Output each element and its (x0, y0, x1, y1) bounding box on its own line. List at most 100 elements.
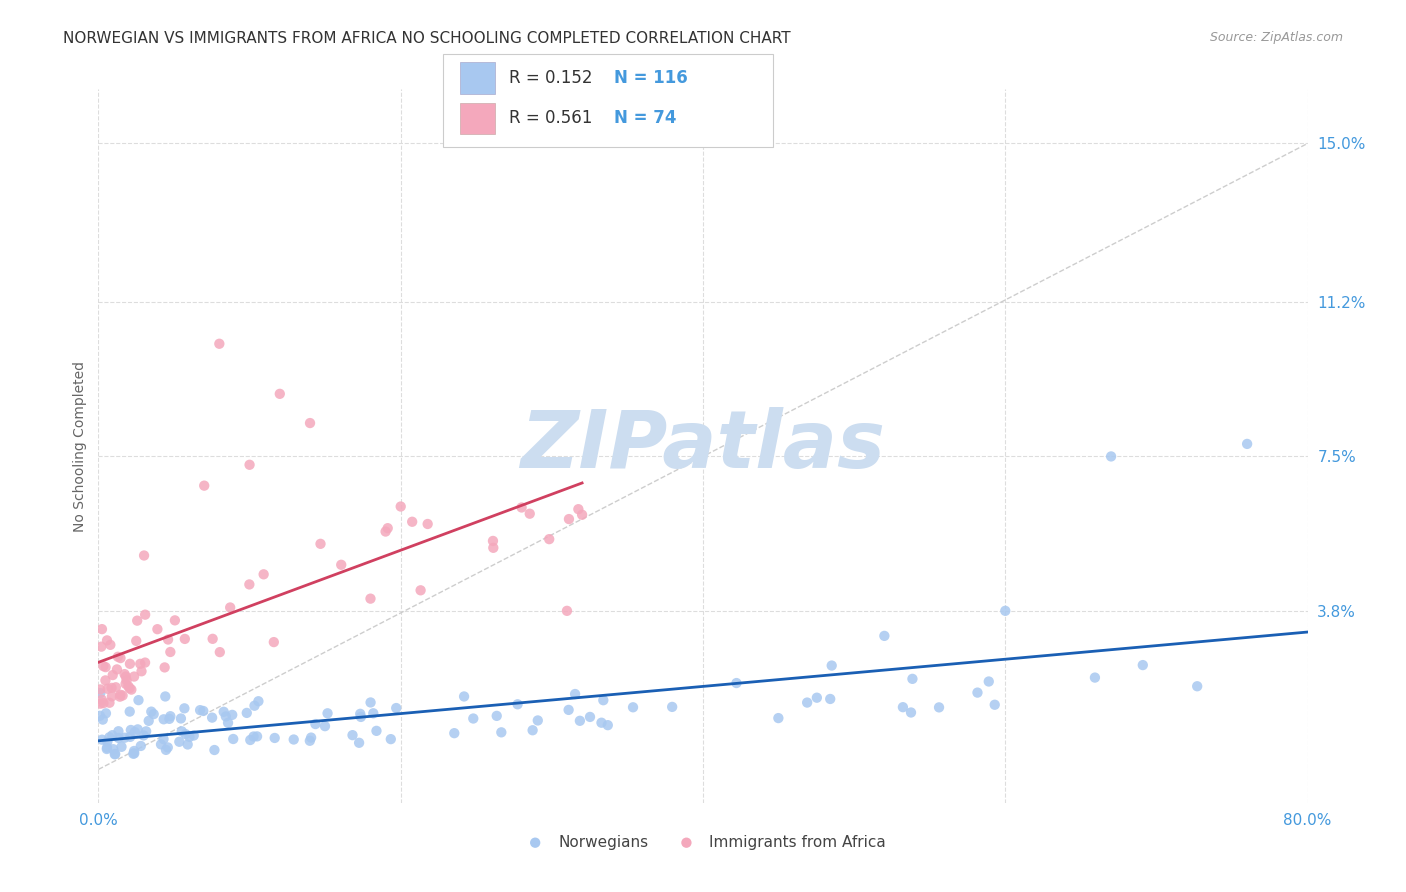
Point (222, 731, 245, 746)
Point (150, 738, 173, 752)
Point (173, 701, 195, 715)
Point (153, 660, 176, 674)
Point (89, 708, 111, 723)
Point (1084, 671, 1107, 685)
Point (994, 604, 1017, 618)
Point (243, 698, 266, 713)
Point (120, 730, 142, 744)
Point (193, 478, 215, 492)
Point (104, 747, 127, 761)
Point (526, 714, 548, 728)
Point (114, 669, 136, 683)
Point (966, 685, 988, 699)
Point (96, 735, 118, 749)
Point (170, 724, 193, 739)
Text: NORWEGIAN VS IMMIGRANTS FROM AFRICA NO SCHOOLING COMPLETED CORRELATION CHART: NORWEGIAN VS IMMIGRANTS FROM AFRICA NO S… (63, 31, 792, 46)
Point (522, 723, 544, 738)
Point (661, 699, 683, 714)
Point (366, 723, 388, 738)
Point (101, 690, 124, 704)
Text: R = 0.561: R = 0.561 (509, 109, 609, 128)
Point (131, 665, 153, 679)
Point (208, 336, 231, 351)
Point (1236, 437, 1258, 451)
Point (111, 689, 134, 703)
Point (117, 679, 139, 693)
Point (157, 632, 180, 647)
Point (152, 712, 174, 726)
Point (238, 577, 260, 591)
Point (360, 591, 382, 606)
Point (510, 500, 533, 515)
Point (127, 723, 149, 737)
Point (977, 674, 1000, 689)
Point (491, 725, 513, 739)
Point (132, 728, 155, 742)
Point (443, 726, 465, 740)
Point (122, 744, 145, 758)
Point (901, 672, 924, 686)
Point (110, 688, 132, 702)
Point (564, 687, 586, 701)
Point (193, 704, 215, 718)
Point (342, 728, 364, 742)
Point (129, 739, 152, 753)
Point (115, 673, 138, 688)
Point (122, 669, 145, 683)
Point (105, 662, 128, 676)
Point (928, 700, 950, 714)
Point (128, 693, 150, 707)
Point (120, 723, 142, 737)
Point (100, 681, 122, 695)
Point (485, 709, 508, 723)
Point (347, 736, 370, 750)
Point (409, 583, 432, 598)
Point (110, 651, 132, 665)
Y-axis label: No Schooling Completed: No Schooling Completed (73, 360, 87, 532)
Point (176, 738, 198, 752)
Point (152, 732, 174, 747)
Point (239, 458, 262, 472)
Point (96, 633, 118, 648)
Point (204, 743, 226, 757)
Point (298, 733, 321, 747)
Point (363, 706, 385, 721)
Point (621, 700, 644, 714)
Point (283, 732, 305, 747)
Point (96, 742, 118, 756)
Point (567, 502, 589, 516)
Point (242, 730, 264, 744)
Point (217, 715, 239, 730)
Point (538, 532, 561, 546)
Point (796, 696, 818, 710)
Point (592, 693, 614, 707)
Point (93, 696, 115, 710)
Point (104, 680, 127, 694)
Point (91, 622, 114, 636)
Point (1185, 679, 1208, 693)
Point (91, 713, 114, 727)
Point (350, 710, 373, 724)
Point (98, 638, 121, 652)
Point (891, 700, 914, 714)
Point (330, 558, 353, 572)
Point (360, 696, 382, 710)
Point (90, 692, 112, 706)
Point (159, 645, 181, 659)
Point (385, 701, 408, 715)
Point (380, 732, 402, 747)
Text: R = 0.152: R = 0.152 (509, 69, 609, 87)
Point (416, 516, 439, 531)
Point (188, 703, 211, 717)
Point (821, 658, 844, 673)
Point (104, 747, 127, 762)
Legend: Norwegians, Immigrants from Africa: Norwegians, Immigrants from Africa (513, 829, 893, 855)
Point (768, 711, 790, 725)
Point (236, 706, 259, 720)
Point (806, 690, 828, 705)
Point (94, 660, 117, 674)
Point (568, 714, 591, 728)
Point (208, 645, 231, 659)
Point (506, 698, 529, 712)
Point (94, 706, 117, 721)
